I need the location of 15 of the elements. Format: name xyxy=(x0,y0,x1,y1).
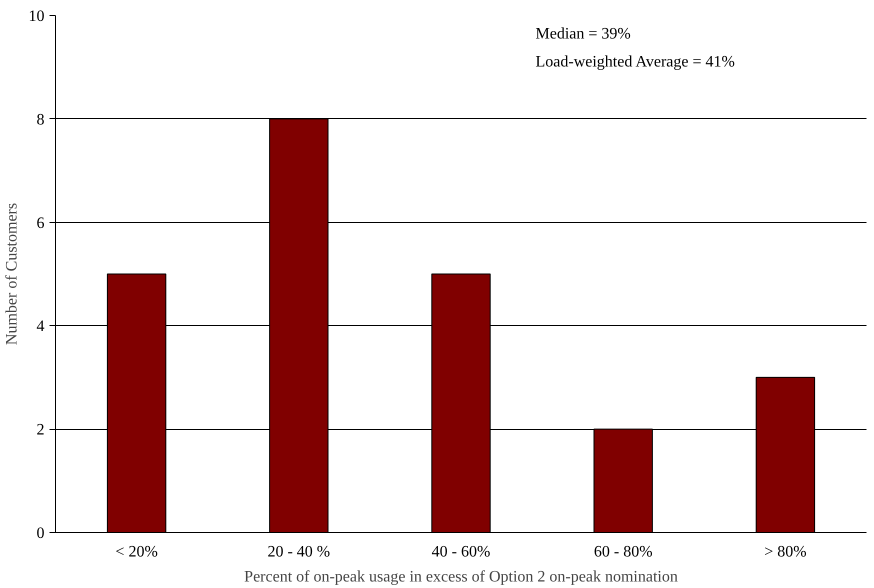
y-tick-label: 2 xyxy=(36,422,44,439)
x-tick-label: 40 - 60% xyxy=(432,544,490,560)
annotation: Load-weighted Average = 41% xyxy=(536,54,735,70)
x-tick-label: 20 - 40 % xyxy=(267,544,330,560)
y-tick-label: 4 xyxy=(36,318,44,336)
annotation: Median = 39% xyxy=(536,26,631,42)
y-tick-label: 6 xyxy=(36,214,44,232)
x-axis-title: Percent of on-peak usage in excess of Option 2 on-peak nomination xyxy=(244,568,678,586)
y-tick-label: 10 xyxy=(28,8,44,25)
x-tick-label: < 20% xyxy=(115,544,158,560)
y-axis-title: Number of Customers xyxy=(4,202,20,346)
x-tick-label: > 80% xyxy=(764,544,807,560)
y-tick-label: 8 xyxy=(36,111,44,128)
y-tick-label: 0 xyxy=(36,525,44,542)
x-tick-label: 60 - 80% xyxy=(594,544,653,560)
